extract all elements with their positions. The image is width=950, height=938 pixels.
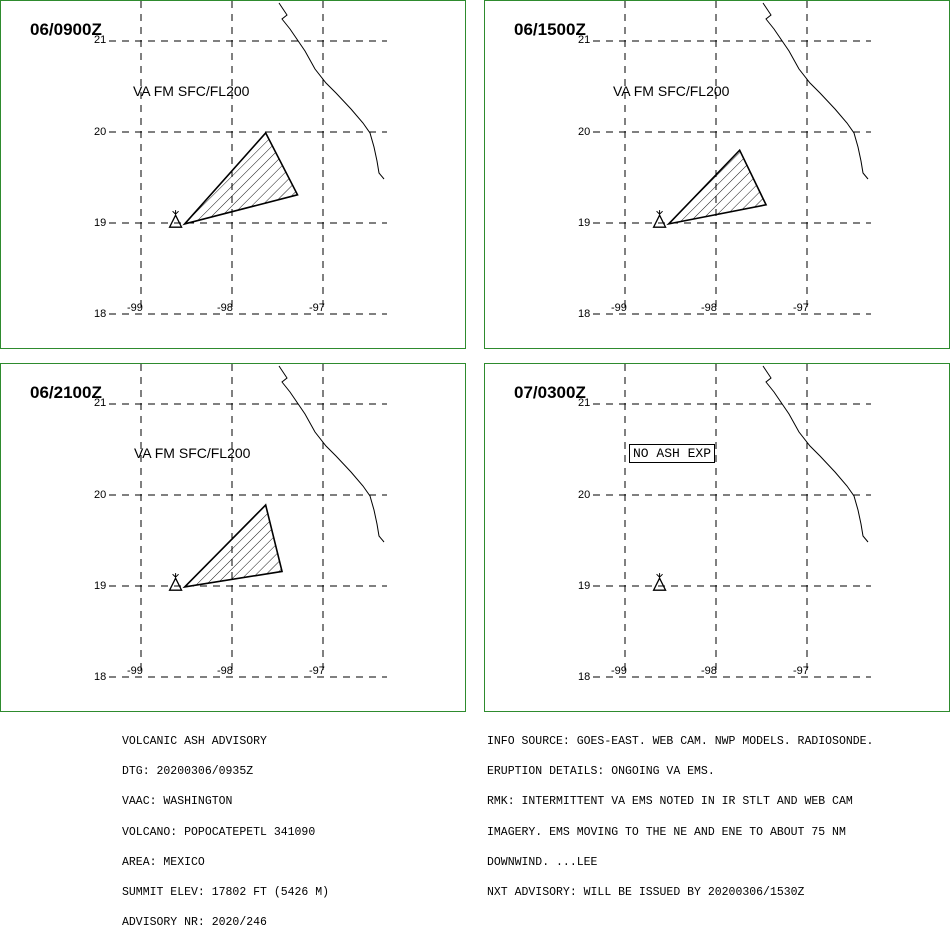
map-panel-1500z: 06/1500Z VA FM SFC/FL200 21 20 19 18 -99… bbox=[484, 0, 950, 349]
lon-label-98: -98 bbox=[217, 665, 233, 677]
map-svg bbox=[109, 364, 387, 678]
advisory-line: VOLCANO: POPOCATEPETL 341090 bbox=[122, 825, 316, 839]
lat-label-18: 18 bbox=[94, 308, 107, 320]
lat-label-19: 19 bbox=[578, 217, 591, 229]
lon-label-99: -99 bbox=[611, 665, 627, 677]
lat-label-18: 18 bbox=[578, 671, 591, 683]
lon-label-98: -98 bbox=[217, 302, 233, 314]
va-level-label: VA FM SFC/FL200 bbox=[613, 83, 730, 99]
advisory-line: DOWNWIND. ...LEE bbox=[487, 855, 598, 869]
lon-label-97: -97 bbox=[309, 665, 325, 677]
advisory-line: ERUPTION DETAILS: ONGOING VA EMS. bbox=[487, 765, 715, 779]
advisory-line: DTG: 20200306/0935Z bbox=[122, 765, 254, 779]
volcano-plume bbox=[172, 210, 179, 215]
ash-cloud-polygon bbox=[666, 148, 768, 226]
lat-label-21: 21 bbox=[578, 397, 591, 409]
map-panel-0900z: 06/0900Z VA FM SFC/FL200 21 20 19 18 -99… bbox=[0, 0, 466, 349]
volcano-triangle-icon bbox=[652, 210, 667, 228]
va-level-label: VA FM SFC/FL200 bbox=[133, 83, 250, 99]
coastline bbox=[278, 2, 385, 180]
panel-time-title: 06/1500Z bbox=[514, 20, 586, 39]
volcano-plume bbox=[656, 573, 663, 578]
map-svg bbox=[593, 1, 871, 315]
panel-time-title: 06/2100Z bbox=[30, 383, 102, 402]
volcano-triangle bbox=[652, 213, 667, 228]
lat-label-21: 21 bbox=[578, 34, 591, 46]
map-svg bbox=[593, 364, 871, 678]
coastline bbox=[762, 365, 869, 543]
lon-label-99: -99 bbox=[611, 302, 627, 314]
lat-label-21: 21 bbox=[94, 34, 107, 46]
lat-label-20: 20 bbox=[94, 126, 107, 138]
advisory-line: ADVISORY NR: 2020/246 bbox=[122, 916, 267, 930]
lat-label-20: 20 bbox=[578, 126, 591, 138]
advisory-line: NXT ADVISORY: WILL BE ISSUED BY 20200306… bbox=[487, 885, 805, 899]
lon-label-97: -97 bbox=[793, 665, 809, 677]
advisory-line: VOLCANIC ASH ADVISORY bbox=[122, 735, 267, 748]
lat-label-19: 19 bbox=[94, 580, 107, 592]
no-ash-expected-box: NO ASH EXP bbox=[629, 444, 716, 463]
volcano-triangle-icon bbox=[652, 573, 667, 591]
advisory-line: RMK: INTERMITTENT VA EMS NOTED IN IR STL… bbox=[487, 795, 853, 809]
advisory-line: INFO SOURCE: GOES-EAST. WEB CAM. NWP MOD… bbox=[487, 735, 874, 748]
volcano-triangle bbox=[168, 213, 183, 228]
advisory-line: SUMMIT ELEV: 17802 FT (5426 M) bbox=[122, 885, 330, 899]
lat-label-21: 21 bbox=[94, 397, 107, 409]
volcano-triangle-icon bbox=[168, 573, 183, 591]
ash-cloud-polygon bbox=[182, 131, 299, 226]
lon-label-99: -99 bbox=[127, 665, 143, 677]
lat-label-18: 18 bbox=[94, 671, 107, 683]
advisory-line: AREA: MEXICO bbox=[122, 855, 205, 869]
volcano-triangle bbox=[168, 576, 183, 591]
lon-label-98: -98 bbox=[701, 302, 717, 314]
advisory-line: VAAC: WASHINGTON bbox=[122, 795, 233, 809]
advisory-header-block: VOLCANIC ASH ADVISORY DTG: 20200306/0935… bbox=[122, 717, 329, 938]
lat-label-20: 20 bbox=[578, 489, 591, 501]
lon-label-98: -98 bbox=[701, 665, 717, 677]
volcano-triangle-icon bbox=[168, 210, 183, 228]
volcano-triangle bbox=[652, 576, 667, 591]
lat-label-18: 18 bbox=[578, 308, 591, 320]
va-level-label: VA FM SFC/FL200 bbox=[134, 445, 251, 461]
lon-label-97: -97 bbox=[793, 302, 809, 314]
coastline bbox=[762, 2, 869, 180]
map-panel-2100z: 06/2100Z VA FM SFC/FL200 21 20 19 18 -99… bbox=[0, 363, 466, 712]
lat-label-19: 19 bbox=[94, 217, 107, 229]
advisory-remarks-block: INFO SOURCE: GOES-EAST. WEB CAM. NWP MOD… bbox=[487, 717, 873, 908]
lon-label-97: -97 bbox=[309, 302, 325, 314]
panel-time-title: 06/0900Z bbox=[30, 20, 102, 39]
volcano-plume bbox=[172, 573, 179, 578]
map-svg bbox=[109, 1, 387, 315]
lat-label-20: 20 bbox=[94, 489, 107, 501]
ash-cloud-polygon bbox=[182, 503, 284, 589]
coastline bbox=[278, 365, 385, 543]
volcano-plume bbox=[656, 210, 663, 215]
map-panel-0300z: 07/0300Z 21 20 19 18 -99 -98 -97 bbox=[484, 363, 950, 712]
advisory-line: IMAGERY. EMS MOVING TO THE NE AND ENE TO… bbox=[487, 825, 846, 839]
lat-label-19: 19 bbox=[578, 580, 591, 592]
panel-time-title: 07/0300Z bbox=[514, 383, 586, 402]
lon-label-99: -99 bbox=[127, 302, 143, 314]
